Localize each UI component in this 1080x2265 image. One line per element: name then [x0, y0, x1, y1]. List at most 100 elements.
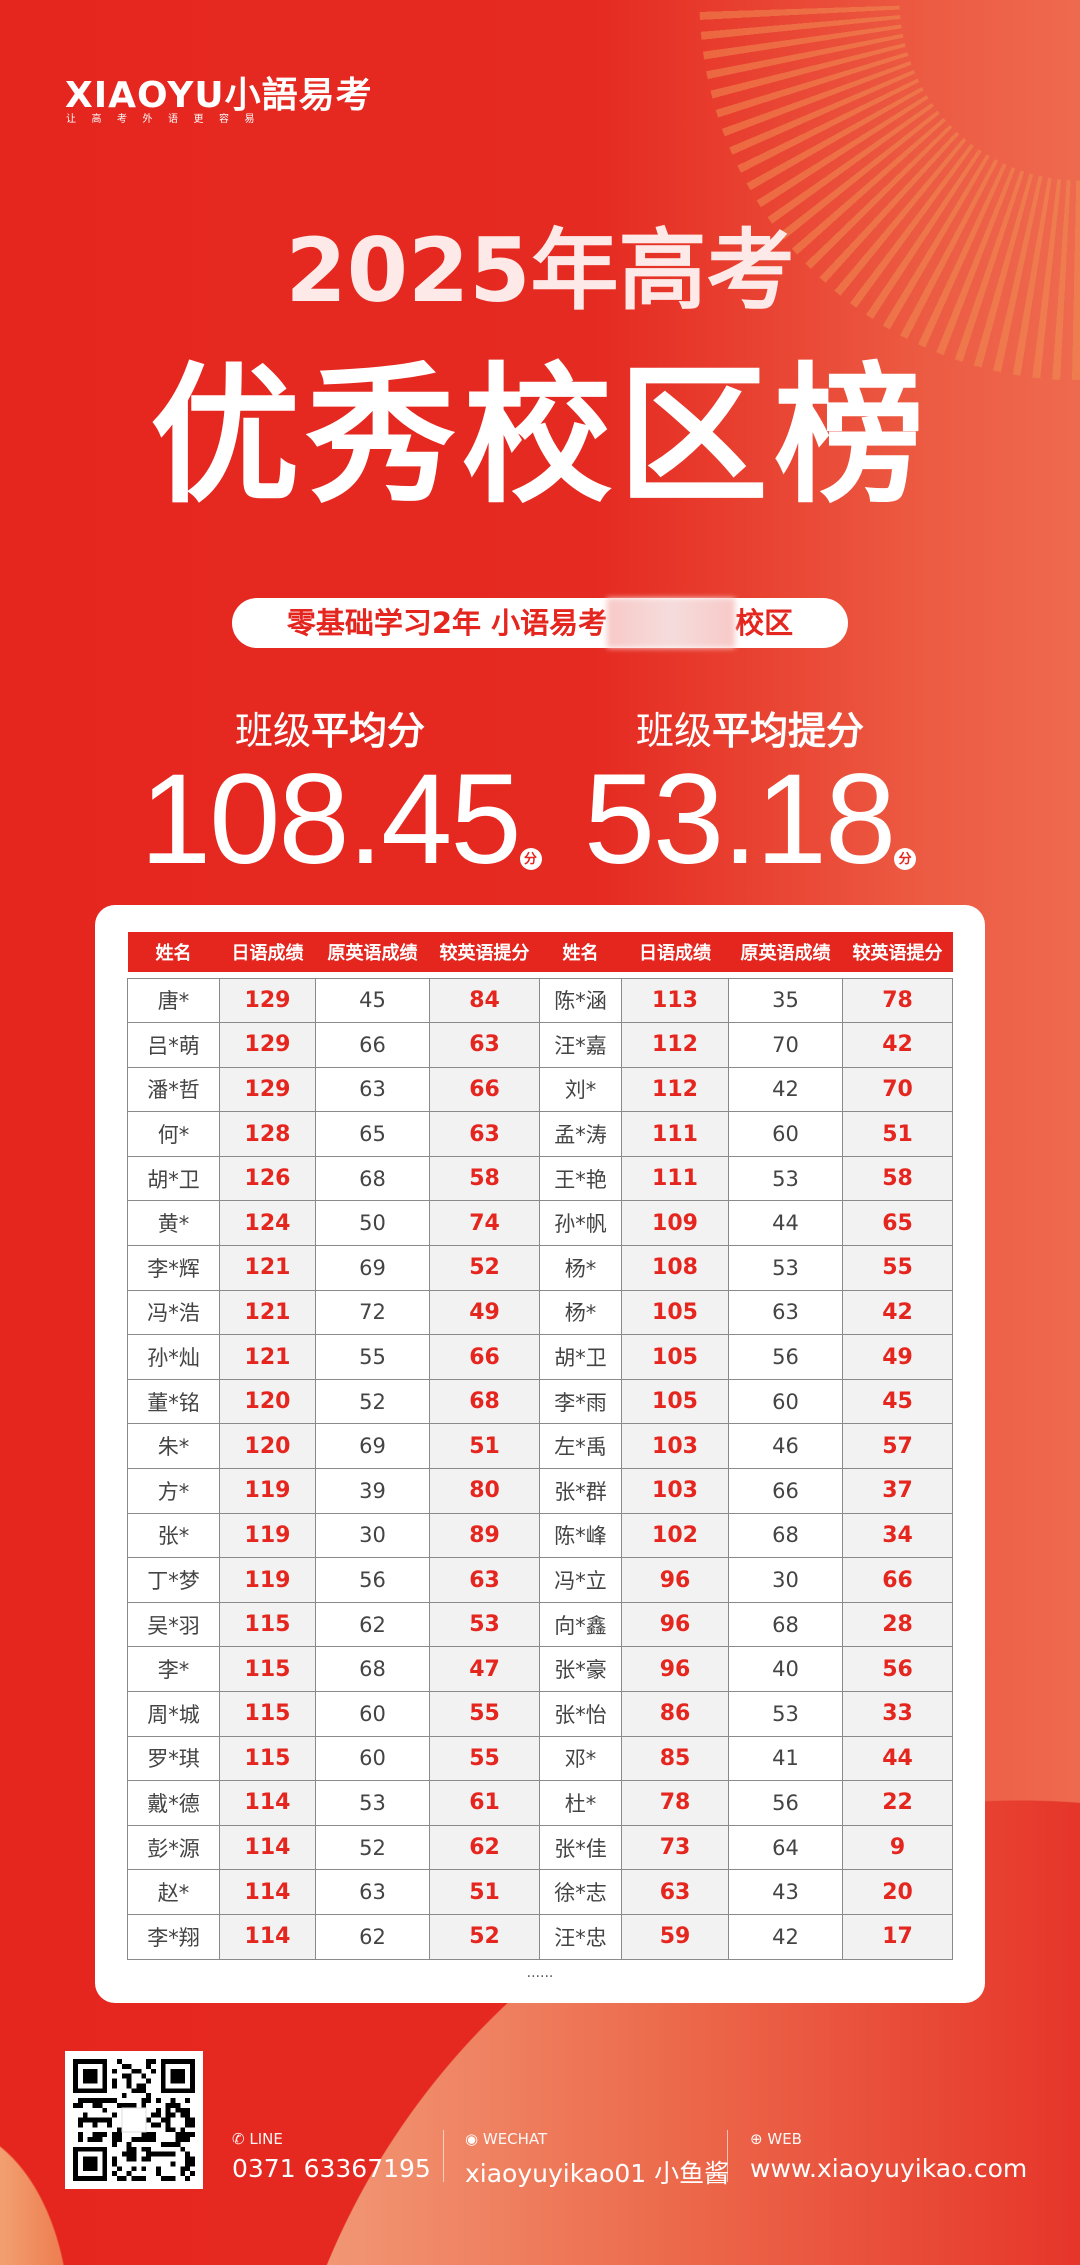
- contact-value: www.xiaoyuyikao.com: [750, 2154, 1028, 2183]
- brand-logo: XIAOYU小語易考: [65, 75, 373, 116]
- table-header: 姓名 日语成绩 原英语成绩 较英语提分 姓名 日语成绩 原英语成绩 较英语提分: [127, 932, 953, 972]
- wechat-icon: ◉: [465, 2130, 479, 2148]
- stat-average-improvement: 班级平均提分 53.18 分: [580, 700, 920, 885]
- table-cell: 彭*源: [127, 1824, 220, 1871]
- table-cell: 37: [842, 1468, 953, 1514]
- table-cell: 70: [842, 1066, 953, 1113]
- campus-suffix: 校区: [735, 606, 794, 640]
- table-cell: 朱*: [127, 1423, 220, 1470]
- table-cell: 53: [429, 1601, 540, 1648]
- table-cell: 50: [315, 1200, 430, 1247]
- column-header: 较英语提分: [842, 932, 953, 972]
- campus-banner: 零基础学习2年 小语易考 校区: [232, 598, 848, 648]
- table-cell: 115: [219, 1735, 316, 1782]
- table-cell: 王*艳: [539, 1155, 622, 1202]
- contact-value: 0371 63367195: [232, 2154, 431, 2183]
- table-cell: 左*禹: [539, 1423, 622, 1470]
- table-cell: 68: [429, 1378, 540, 1425]
- table-cell: 102: [621, 1512, 729, 1559]
- table-cell: 115: [219, 1691, 316, 1737]
- table-cell: 42: [842, 1289, 953, 1336]
- table-cell: 汪*嘉: [539, 1022, 622, 1068]
- table-cell: 44: [728, 1200, 843, 1247]
- table-cell: 51: [429, 1423, 540, 1470]
- table-cell: 张*豪: [539, 1646, 622, 1692]
- table-cell: 46: [728, 1423, 843, 1470]
- table-row: 丁*梦 119 56 63 冯*立 96 30 66: [127, 1557, 953, 1603]
- table-cell: 李*雨: [539, 1378, 622, 1425]
- table-cell: 63: [315, 1869, 430, 1915]
- table-cell: 115: [219, 1601, 316, 1648]
- more-indicator: ......: [526, 1965, 554, 1981]
- table-cell: 68: [728, 1512, 843, 1559]
- table-cell: 45: [315, 977, 430, 1024]
- contact-label: WEB: [767, 2130, 802, 2148]
- table-cell: 65: [315, 1111, 430, 1157]
- table-cell: 22: [842, 1780, 953, 1826]
- stat-value: 108.45: [140, 748, 521, 891]
- column-header: 原英语成绩: [728, 932, 843, 972]
- contact-wechat: ◉ WECHAT xiaoyuyikao01 小鱼酱: [465, 2130, 729, 2190]
- table-cell: 120: [219, 1378, 316, 1425]
- table-cell: 70: [728, 1022, 843, 1068]
- table-cell: 丁*梦: [127, 1557, 220, 1603]
- column-header: 日语成绩: [219, 932, 316, 972]
- table-cell: 58: [429, 1155, 540, 1202]
- contact-value: xiaoyuyikao01 小鱼酱: [465, 2159, 730, 2188]
- results-card: 姓名 日语成绩 原英语成绩 较英语提分 姓名 日语成绩 原英语成绩 较英语提分 唐* 129 45…: [95, 905, 985, 2003]
- table-cell: 89: [429, 1512, 540, 1559]
- table-cell: 129: [219, 1022, 316, 1068]
- table-cell: 126: [219, 1155, 316, 1202]
- table-cell: 63: [429, 1111, 540, 1157]
- table-cell: 121: [219, 1334, 316, 1380]
- table-cell: 40: [728, 1646, 843, 1692]
- table-cell: 张*佳: [539, 1824, 622, 1871]
- table-cell: 80: [429, 1468, 540, 1514]
- phone-icon: ✆: [232, 2130, 245, 2148]
- table-cell: 53: [728, 1155, 843, 1202]
- table-cell: 55: [429, 1691, 540, 1737]
- table-cell: 李*辉: [127, 1245, 220, 1291]
- table-cell: 44: [842, 1735, 953, 1782]
- table-cell: 潘*哲: [127, 1066, 220, 1113]
- table-row: 潘*哲 129 63 66 刘* 112 42 70: [127, 1066, 953, 1113]
- table-row: 朱* 120 69 51 左*禹 103 46 57: [127, 1423, 953, 1470]
- table-cell: 120: [219, 1423, 316, 1470]
- table-cell: 66: [315, 1022, 430, 1068]
- table-cell: 胡*卫: [539, 1334, 622, 1380]
- table-cell: 84: [429, 977, 540, 1024]
- table-cell: 52: [315, 1824, 430, 1871]
- table-cell: 60: [728, 1378, 843, 1425]
- table-cell: 63: [728, 1289, 843, 1336]
- table-row: 李*翔 114 62 52 汪*忠 59 42 17: [127, 1913, 953, 1960]
- column-header: 姓名: [127, 932, 220, 972]
- table-row: 吴*羽 115 62 53 向*鑫 96 68 28: [127, 1601, 953, 1648]
- table-cell: 55: [315, 1334, 430, 1380]
- table-cell: 86: [621, 1691, 729, 1737]
- table-cell: 60: [315, 1691, 430, 1737]
- table-cell: 60: [728, 1111, 843, 1157]
- table-cell: 57: [842, 1423, 953, 1470]
- table-cell: 68: [315, 1646, 430, 1692]
- sunburst-decoration: [680, 0, 1080, 380]
- table-cell: 62: [315, 1913, 430, 1960]
- table-cell: 63: [315, 1066, 430, 1113]
- table-cell: 戴*德: [127, 1780, 220, 1826]
- table-cell: 121: [219, 1289, 316, 1336]
- blurred-campus-name: [607, 598, 736, 648]
- table-cell: 114: [219, 1913, 316, 1960]
- table-cell: 董*铭: [127, 1378, 220, 1425]
- table-cell: 119: [219, 1512, 316, 1559]
- table-cell: 56: [315, 1557, 430, 1603]
- column-header: 日语成绩: [621, 932, 729, 972]
- table-cell: 119: [219, 1557, 316, 1603]
- table-cell: 63: [621, 1869, 729, 1915]
- table-cell: 69: [315, 1245, 430, 1291]
- table-cell: 方*: [127, 1468, 220, 1514]
- table-row: 周*城 115 60 55 张*怡 86 53 33: [127, 1691, 953, 1737]
- table-cell: 96: [621, 1601, 729, 1648]
- campus-prefix: 零基础学习2年 小语易考: [286, 606, 608, 640]
- stat-label-bold: 平均分: [311, 709, 426, 753]
- table-cell: 61: [429, 1780, 540, 1826]
- table-cell: 52: [429, 1913, 540, 1960]
